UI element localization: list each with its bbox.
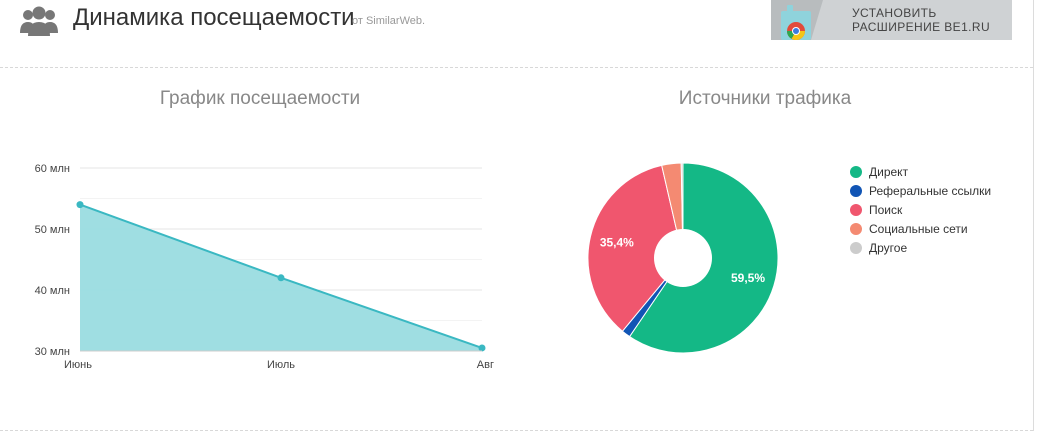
- pie-chart-title: Источники трафика: [678, 88, 852, 109]
- x-tick-label: Авг: [477, 359, 494, 371]
- banner-line-2: РАСШИРЕНИЕ BE1.RU: [852, 20, 991, 34]
- traffic-line-chart: 30 млн 40 млн 50 млн 60 млн Июнь Июль Авг: [35, 163, 494, 371]
- legend-swatch: [850, 222, 862, 235]
- legend-swatch: [850, 203, 862, 216]
- pie-legend: Директ Реферальные ссылки Поиск Социальные …: [850, 162, 991, 257]
- data-point: [277, 274, 285, 282]
- install-extension-banner[interactable]: УСТАНОВИТЬ РАСШИРЕНИЕ BE1.RU: [771, 0, 1012, 40]
- traffic-pie-chart: 59,5% 35,4%: [587, 162, 779, 354]
- y-tick-label: 30 млн: [35, 346, 70, 358]
- donut-hole: [654, 229, 712, 287]
- page-title: Динамика посещаемости: [73, 4, 355, 31]
- legend-label: Реферальные ссылки: [869, 183, 992, 198]
- right-border: [1033, 0, 1034, 431]
- data-point: [478, 344, 486, 352]
- x-tick-label: Июнь: [64, 359, 92, 371]
- banner-text: УСТАНОВИТЬ РАСШИРЕНИЕ BE1.RU: [852, 6, 990, 34]
- y-tick-label: 40 млн: [35, 285, 70, 297]
- line-chart-title: График посещаемости: [159, 88, 361, 109]
- legend-item[interactable]: Поиск: [850, 200, 991, 219]
- slice-label: 35,4%: [600, 235, 634, 249]
- page-subtitle: от SimilarWeb.: [352, 15, 426, 27]
- section-header: Динамика посещаемости от SimilarWeb. УСТ…: [0, 0, 1033, 67]
- y-tick-label: 60 млн: [35, 163, 70, 175]
- data-point: [76, 201, 84, 209]
- legend-label: Социальные сети: [869, 221, 968, 236]
- legend-swatch: [850, 241, 862, 254]
- legend-item[interactable]: Реферальные ссылки: [850, 181, 991, 200]
- legend-item[interactable]: Другое: [850, 238, 991, 257]
- divider-top: [0, 67, 1033, 68]
- y-tick-label: 50 млн: [35, 224, 70, 236]
- chrome-icon: [771, 0, 823, 40]
- legend-swatch: [850, 184, 862, 197]
- slice-label: 59,5%: [731, 271, 765, 285]
- legend-item[interactable]: Социальные сети: [850, 219, 991, 238]
- pie-slice: [587, 164, 684, 332]
- users-icon: [20, 6, 58, 36]
- x-tick-label: Июль: [267, 359, 295, 371]
- pie-slice: [680, 162, 684, 259]
- legend-swatch: [850, 165, 862, 178]
- legend-label: Другое: [869, 240, 908, 255]
- legend-item[interactable]: Директ: [850, 162, 991, 181]
- banner-line-1: УСТАНОВИТЬ: [852, 6, 937, 20]
- legend-label: Директ: [869, 164, 909, 179]
- legend-label: Поиск: [869, 202, 903, 217]
